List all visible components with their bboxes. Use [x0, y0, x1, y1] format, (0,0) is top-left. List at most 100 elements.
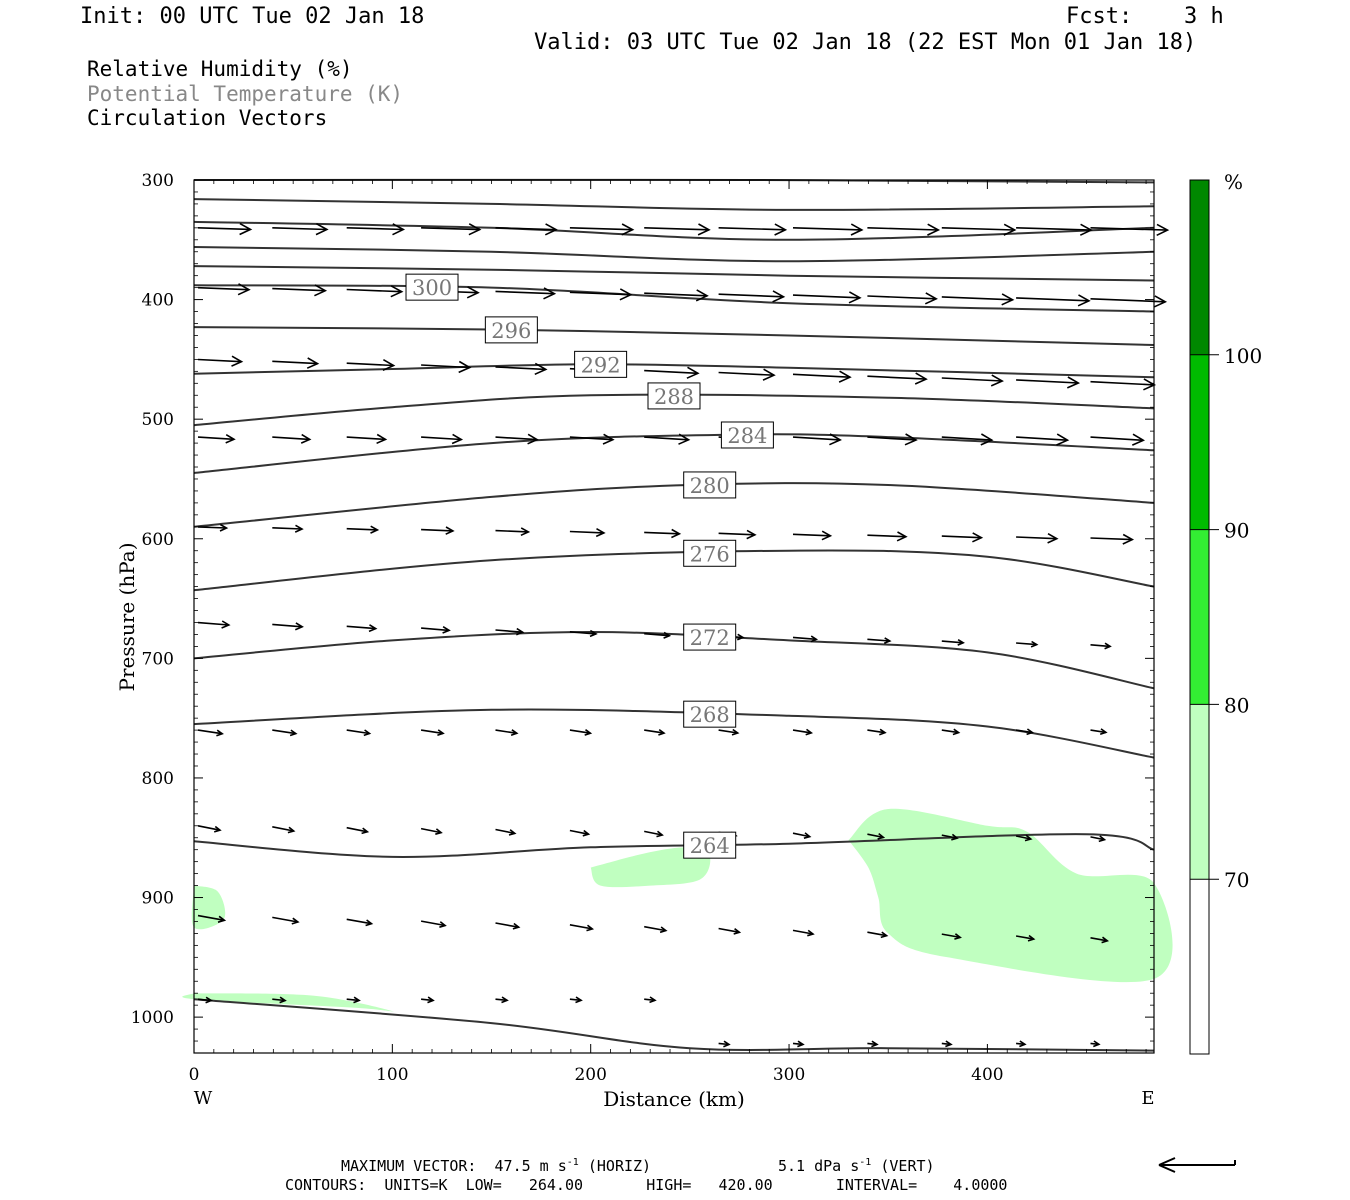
contour-label-box: [647, 382, 701, 410]
vector-shaft: [569, 227, 633, 231]
vector-shaft: [1090, 380, 1155, 386]
vector-shaft: [867, 295, 937, 300]
colorbar-frame: [1189, 179, 1210, 1055]
circulation-vector: [421, 626, 451, 634]
vector-head: [575, 996, 583, 1004]
theta-contour: [193, 393, 1155, 427]
theta-contour: [193, 998, 1155, 1052]
vector-head: [663, 631, 672, 639]
circulation-vector: [941, 639, 965, 646]
colorbar-segment: [1190, 354, 1209, 530]
vector-shaft: [867, 638, 890, 642]
colorbar-label: 90: [1224, 519, 1249, 543]
vector-shaft: [1090, 836, 1105, 841]
vector-head: [1154, 295, 1168, 308]
vector-shaft: [569, 530, 604, 534]
vector-head: [848, 291, 862, 304]
vector-shaft: [346, 729, 370, 735]
vector-shaft: [644, 369, 698, 375]
contour-label-text: 280: [690, 474, 730, 498]
vector-head: [927, 223, 941, 236]
circulation-vector: [1016, 640, 1039, 648]
circulation-vector: [792, 832, 812, 839]
circulation-vector: [272, 357, 320, 369]
vector-shaft: [718, 293, 784, 298]
circulation-vector: [792, 370, 852, 383]
circulation-vector: [1015, 728, 1035, 736]
vector-head: [314, 284, 328, 297]
vector-shaft: [272, 998, 286, 1002]
circulation-vector: [867, 832, 886, 840]
circulation-vector: [272, 524, 304, 533]
vector-head: [1077, 294, 1091, 307]
circulation-vector: [420, 827, 443, 835]
contour-label-text: 284: [727, 424, 767, 448]
circulation-vector: [495, 996, 509, 1004]
circulation-vector: [792, 223, 864, 236]
y-tick-label: 700: [142, 649, 174, 669]
circulation-vector: [197, 729, 224, 737]
contour-label: 300: [405, 273, 459, 301]
vector-head: [353, 996, 361, 1004]
vector-shaft: [792, 373, 851, 378]
vector-shaft: [644, 729, 665, 734]
vector-head: [390, 285, 404, 298]
contour-label-text: 264: [690, 834, 730, 858]
circulation-vector: [197, 620, 231, 629]
theta-contour: [193, 246, 1155, 263]
circulation-vector: [867, 433, 918, 446]
circulation-vector: [495, 287, 557, 300]
theta-contour: [193, 326, 1155, 346]
vector-head: [1104, 642, 1112, 650]
circulation-vector: [941, 532, 984, 543]
y-tick-label: 900: [142, 889, 174, 909]
circulation-vector: [421, 996, 435, 1004]
circulation-vector: [197, 355, 244, 367]
circulation-vector: [1090, 728, 1108, 736]
vector-shaft: [644, 830, 663, 836]
vector-head: [279, 996, 287, 1004]
vector-head: [829, 433, 842, 446]
vector-head: [1001, 293, 1015, 306]
contour-label-box: [405, 273, 459, 301]
circulation-vector: [867, 931, 889, 939]
vector-shaft: [495, 998, 508, 1002]
vector-shaft: [421, 998, 434, 1002]
contour-label: 272: [683, 623, 737, 651]
circulation-vector: [495, 527, 531, 537]
vector-shaft: [867, 729, 886, 734]
circulation-vector: [718, 368, 776, 381]
circulation-vector: [718, 728, 740, 736]
theta-contour: [193, 284, 1155, 313]
vector-head: [510, 729, 519, 736]
contour-label-text: 276: [690, 542, 730, 566]
circulation-vector: [272, 826, 296, 834]
vector-head: [439, 921, 447, 928]
circulation-vector: [1016, 223, 1093, 236]
vector-head: [805, 728, 814, 736]
vector-shaft: [1016, 227, 1092, 231]
vector-head: [838, 370, 852, 383]
colorbar-segment: [1190, 529, 1209, 705]
colorbar-segment: [1190, 879, 1209, 1054]
theta-contour: [193, 265, 1155, 282]
vector-shaft: [792, 832, 810, 838]
circulation-vector: [346, 525, 380, 534]
vector-shaft: [272, 729, 296, 735]
contour-label-layer: 300 296 292 288 284 280 276 272 268 264: [405, 273, 774, 859]
vector-head: [807, 929, 815, 937]
vector-shaft: [495, 729, 517, 735]
theta-contour: [193, 433, 1155, 474]
vector-shaft: [644, 531, 680, 535]
contour-label: 268: [683, 700, 737, 728]
circulation-vector: [867, 531, 908, 542]
vector-head: [1003, 223, 1017, 236]
contour-label-text: 288: [654, 385, 694, 409]
circulation-vector: [867, 292, 938, 305]
vector-shaft: [1090, 227, 1168, 231]
vector-shaft: [941, 296, 1013, 301]
field-rh: Relative Humidity (%): [87, 57, 353, 81]
vector-shaft: [346, 826, 368, 833]
vector-head: [584, 729, 593, 736]
vector-head: [602, 433, 615, 445]
